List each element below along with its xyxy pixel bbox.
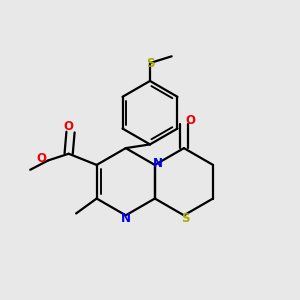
Text: S: S bbox=[182, 212, 190, 225]
Text: O: O bbox=[186, 114, 196, 128]
Text: S: S bbox=[146, 56, 154, 70]
Text: O: O bbox=[36, 152, 46, 166]
Text: N: N bbox=[153, 157, 163, 170]
Text: O: O bbox=[64, 120, 74, 134]
Text: N: N bbox=[121, 212, 131, 225]
